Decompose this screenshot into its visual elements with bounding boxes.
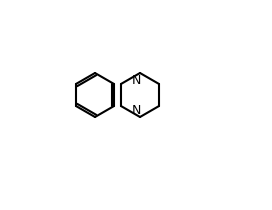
Text: N: N (131, 74, 141, 87)
Text: N: N (131, 104, 141, 117)
